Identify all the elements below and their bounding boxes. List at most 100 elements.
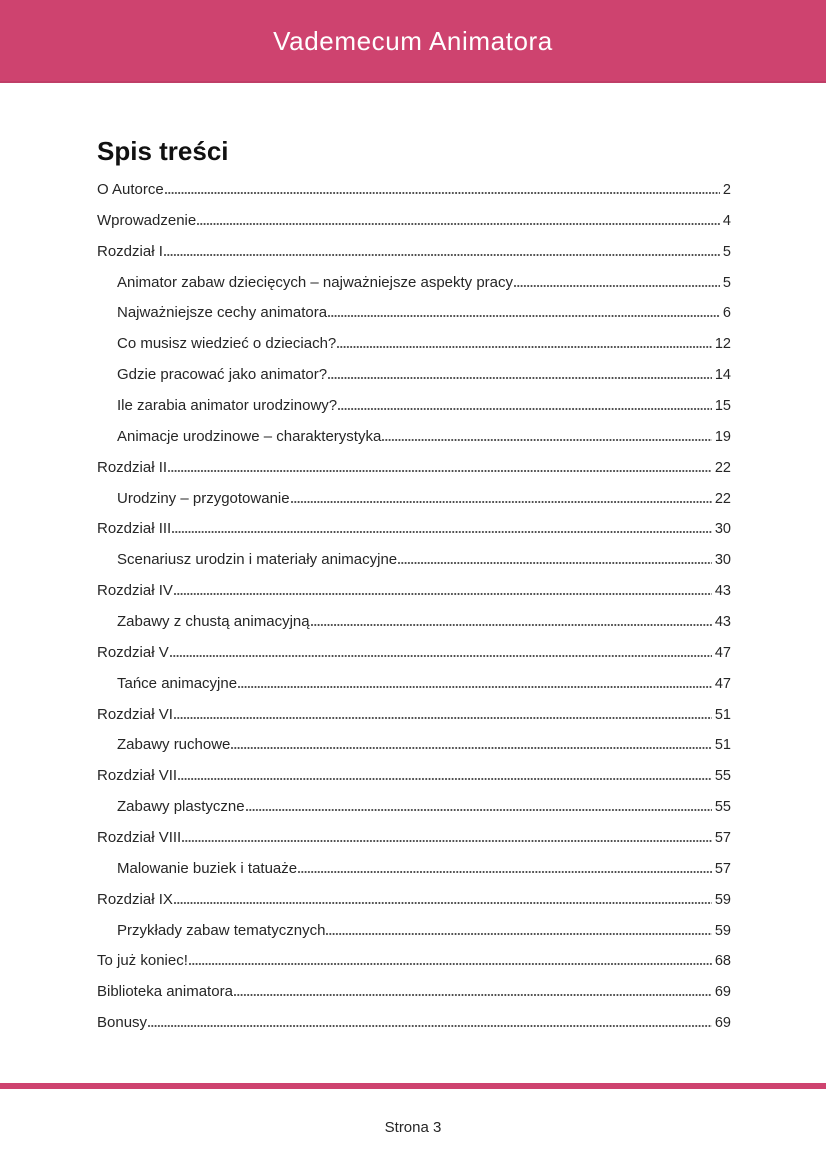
- footer-page-label: Strona 3: [384, 1119, 442, 1136]
- toc-entry[interactable]: Scenariusz urodzin i materiały animacyjn…: [97, 545, 731, 576]
- toc-entry-label: Wprowadzenie: [97, 211, 197, 229]
- toc-entry[interactable]: Co musisz wiedzieć o dzieciach? 12: [97, 329, 731, 360]
- toc-entry[interactable]: Rozdział I 5: [97, 237, 731, 268]
- toc-entry[interactable]: Rozdział VII 55: [97, 761, 731, 792]
- toc-entry-page: 51: [714, 737, 731, 754]
- toc-entry-page: 59: [714, 891, 731, 908]
- toc-leader-dots: [172, 531, 712, 534]
- toc-entry-page: 43: [714, 614, 731, 631]
- toc-entry-label: Malowanie buziek i tatuaże: [117, 859, 298, 877]
- toc-leader-dots: [163, 253, 720, 256]
- toc-entry-label: Tańce animacyjne: [117, 674, 238, 692]
- toc-entry[interactable]: Rozdział IX 59: [97, 885, 731, 916]
- toc-entry-page: 15: [714, 398, 731, 415]
- toc-entry[interactable]: Tańce animacyjne 47: [97, 669, 731, 700]
- toc-leader-dots: [164, 192, 720, 194]
- toc-entry-page: 19: [714, 428, 731, 445]
- toc-leader-dots: [188, 963, 712, 966]
- toc-entry-label: To już koniec!: [97, 952, 188, 970]
- toc-leader-dots: [290, 500, 712, 503]
- toc-entry-page: 14: [714, 367, 731, 384]
- toc-entry-page: 51: [714, 706, 731, 723]
- toc-leader-dots: [182, 840, 712, 843]
- toc-entry-page: 59: [714, 922, 731, 939]
- toc-entry[interactable]: Gdzie pracować jako animator? 14: [97, 360, 731, 391]
- toc-entry[interactable]: O Autorce 2: [97, 175, 731, 206]
- toc-entry[interactable]: Rozdział III 30: [97, 514, 731, 545]
- toc-leader-dots: [298, 870, 712, 873]
- toc-entry[interactable]: Malowanie buziek i tatuaże 57: [97, 854, 731, 885]
- toc-leader-dots: [514, 284, 720, 287]
- toc-leader-dots: [169, 654, 712, 657]
- toc-entry-page: 2: [722, 182, 731, 198]
- toc-entry-page: 57: [714, 830, 731, 847]
- toc-entry-label: Biblioteka animatora: [97, 983, 233, 1001]
- toc-entry-page: 30: [714, 552, 731, 569]
- toc-entry-label: Rozdział IX: [97, 890, 173, 908]
- toc-entry-page: 6: [722, 305, 731, 322]
- document-title: Vademecum Animatora: [273, 26, 553, 56]
- toc-entry-label: Rozdział VIII: [97, 829, 182, 847]
- toc-entry-page: 69: [714, 984, 731, 1001]
- toc-entry-page: 68: [714, 953, 731, 970]
- toc-entry-label: Bonusy: [97, 1014, 148, 1032]
- toc-entry-label: Zabawy ruchowe: [117, 736, 231, 754]
- toc-entry-page: 12: [714, 336, 731, 353]
- header-band: Vademecum Animatora: [0, 0, 826, 83]
- toc-leader-dots: [328, 315, 720, 318]
- toc-entry-label: Animacje urodzinowe – charakterystyka: [117, 427, 382, 445]
- toc-leader-dots: [173, 593, 712, 596]
- toc-entry-page: 69: [714, 1015, 731, 1032]
- toc-entry-label: Zabawy z chustą animacyjną: [117, 613, 310, 631]
- toc-list: O Autorce 2 Wprowadzenie 4 Rozdział I 5 …: [97, 175, 731, 1039]
- toc-leader-dots: [310, 624, 712, 627]
- toc-entry-label: Scenariusz urodzin i materiały animacyjn…: [117, 551, 398, 569]
- toc-entry-page: 22: [714, 490, 731, 507]
- toc-leader-dots: [173, 716, 712, 719]
- toc-leader-dots: [326, 932, 712, 935]
- toc-entry[interactable]: Rozdział VIII 57: [97, 823, 731, 854]
- toc-entry[interactable]: Rozdział IV 43: [97, 576, 731, 607]
- toc-entry[interactable]: Zabawy ruchowe 51: [97, 730, 731, 761]
- toc-entry[interactable]: Bonusy 69: [97, 1008, 731, 1039]
- toc-entry[interactable]: Rozdział II 22: [97, 453, 731, 484]
- toc-entry-label: Gdzie pracować jako animator?: [117, 366, 328, 384]
- toc-entry-label: Rozdział II: [97, 458, 168, 476]
- toc-entry[interactable]: Urodziny – przygotowanie 22: [97, 484, 731, 515]
- toc-entry-label: O Autorce: [97, 181, 164, 198]
- toc-entry[interactable]: Ile zarabia animator urodzinowy? 15: [97, 391, 731, 422]
- toc-section: Spis treści O Autorce 2 Wprowadzenie 4 R…: [97, 138, 731, 1039]
- toc-entry-label: Rozdział I: [97, 242, 163, 260]
- toc-entry-page: 55: [714, 799, 731, 816]
- toc-entry[interactable]: Wprowadzenie 4: [97, 206, 731, 237]
- toc-entry-page: 47: [714, 644, 731, 661]
- toc-entry[interactable]: To już koniec! 68: [97, 946, 731, 977]
- toc-leader-dots: [197, 222, 720, 225]
- toc-entry[interactable]: Przykłady zabaw tematycznych 59: [97, 916, 731, 947]
- toc-entry-label: Urodziny – przygotowanie: [117, 489, 290, 507]
- toc-leader-dots: [168, 469, 712, 472]
- toc-leader-dots: [398, 562, 712, 565]
- toc-heading: Spis treści: [97, 136, 229, 166]
- toc-leader-dots: [178, 778, 712, 781]
- toc-entry[interactable]: Rozdział VI 51: [97, 700, 731, 731]
- toc-entry-label: Ile zarabia animator urodzinowy?: [117, 397, 338, 415]
- toc-entry-page: 57: [714, 860, 731, 877]
- toc-entry-label: Rozdział V: [97, 643, 169, 661]
- toc-entry[interactable]: Rozdział V 47: [97, 638, 731, 669]
- toc-entry-page: 30: [714, 521, 731, 538]
- toc-entry[interactable]: Animacje urodzinowe – charakterystyka 19: [97, 422, 731, 453]
- toc-entry-label: Zabawy plastyczne: [117, 798, 245, 816]
- toc-entry[interactable]: Zabawy z chustą animacyjną 43: [97, 607, 731, 638]
- toc-entry-page: 5: [722, 274, 731, 291]
- toc-entry[interactable]: Biblioteka animatora 69: [97, 977, 731, 1008]
- toc-entry[interactable]: Animator zabaw dziecięcych – najważniejs…: [97, 268, 731, 299]
- toc-leader-dots: [338, 408, 712, 411]
- toc-leader-dots: [382, 438, 712, 441]
- toc-entry-label: Rozdział VII: [97, 767, 178, 785]
- toc-entry[interactable]: Najważniejsze cechy animatora 6: [97, 298, 731, 329]
- toc-entry[interactable]: Zabawy plastyczne 55: [97, 792, 731, 823]
- toc-entry-label: Najważniejsze cechy animatora: [117, 304, 328, 322]
- toc-leader-dots: [238, 685, 712, 688]
